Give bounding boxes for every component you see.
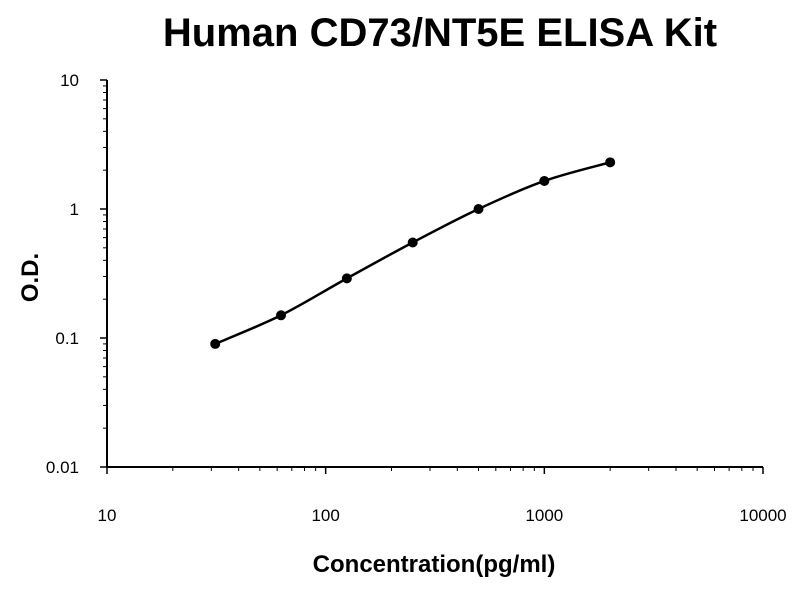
plot-area: 0.01 0.1 1 10 10 100 1000 10000: [46, 71, 787, 525]
data-point: [341, 273, 352, 284]
x-axis-title: Concentration(pg/ml): [313, 551, 556, 578]
x-tick-label: 1000: [525, 506, 563, 525]
data-point: [276, 310, 287, 321]
y-axis-title: O.D.: [17, 253, 44, 302]
data-point: [473, 204, 484, 214]
chart-title: Human CD73/NT5E ELISA Kit: [163, 11, 717, 55]
data-point: [407, 237, 418, 248]
x-tick-label: 10000: [739, 506, 786, 525]
x-tick-label: 10: [98, 506, 117, 525]
x-tick-label: 100: [311, 506, 339, 525]
data-point: [210, 338, 221, 349]
y-tick-label: 1: [70, 200, 79, 219]
y-tick-label: 0.01: [46, 458, 79, 477]
y-tick-label: 0.1: [55, 329, 79, 348]
y-tick-label: 10: [60, 71, 79, 90]
data-point: [605, 157, 616, 168]
data-point: [539, 175, 550, 186]
